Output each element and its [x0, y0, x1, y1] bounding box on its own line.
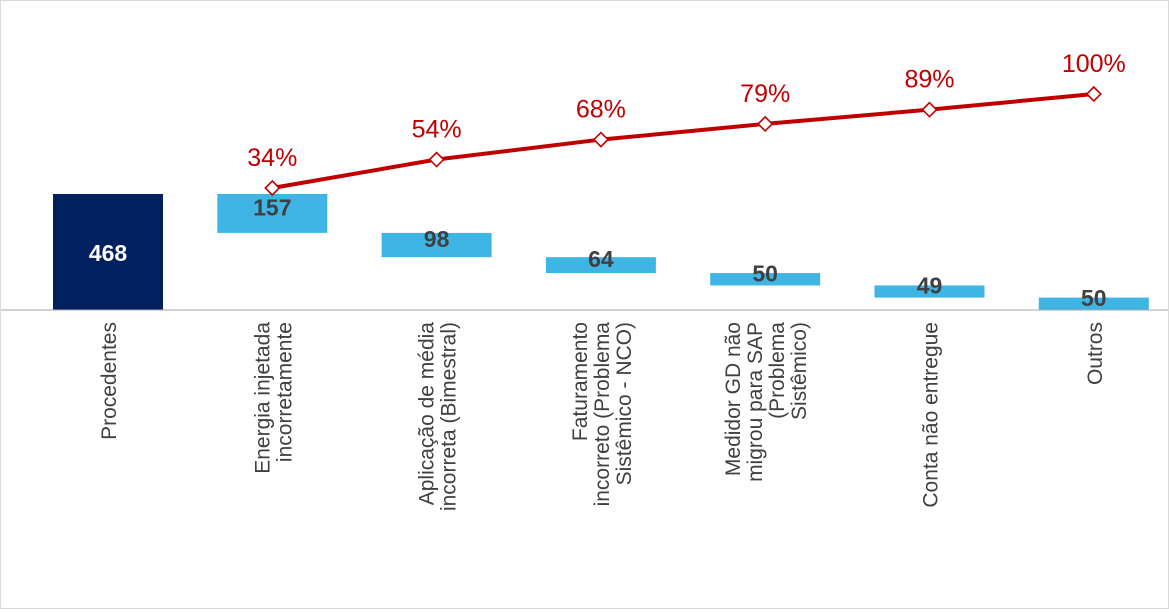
category-tick-label-line: Faturamento — [569, 322, 592, 441]
category-tick-label: Energia injetada incorretamente — [251, 322, 296, 474]
category-tick-label-line: incorreto (Problema — [591, 322, 614, 507]
cumulative-percent-label: 34% — [247, 144, 297, 172]
category-tick-label: Conta não entregue — [920, 322, 943, 508]
category-tick-label: Medidor GD não migrou para SAP (Problema Si… — [722, 322, 811, 482]
cumulative-percent-marker — [428, 151, 445, 168]
category-tick-label-line: Medidor GD não — [722, 322, 745, 476]
category-tick-label-line: incorreta (Bimestral) — [438, 322, 461, 511]
category-tick-label-line: Energia injetada — [251, 322, 274, 474]
category-tick-label: Aplicação de média incorreta (Bimestral) — [416, 322, 461, 511]
total-bar-label: 468 — [89, 240, 128, 266]
bar-value-label: 50 — [1081, 285, 1107, 311]
cumulative-percent-marker — [592, 131, 610, 148]
waterfall-bar — [874, 285, 985, 298]
cumulative-percent-label: 79% — [740, 80, 790, 108]
waterfall-bar — [1038, 297, 1149, 310]
category-tick-label: Faturamento incorreto (Problema Sistêmico … — [569, 322, 636, 507]
cumulative-percent-label: 100% — [1062, 50, 1126, 78]
category-tick-label-line: Sistêmico) — [788, 322, 811, 420]
cumulative-percent-marker — [1085, 85, 1102, 103]
category-tick-label-line: incorretamente — [273, 322, 296, 462]
category-tick-label-line: Procedentes — [98, 322, 121, 440]
cumulative-percent-line — [271, 92, 1094, 190]
cumulative-percent-label: 89% — [904, 66, 954, 94]
category-tick-label-line: Conta não entregue — [920, 322, 943, 508]
bar-value-label: 50 — [752, 260, 778, 286]
waterfall-bar — [545, 257, 656, 274]
total-bar — [53, 193, 163, 310]
bar-value-label: 49 — [917, 273, 943, 299]
waterfall-bar — [381, 232, 492, 258]
bar-value-label: 98 — [424, 226, 450, 252]
waterfall-bar — [217, 193, 328, 233]
waterfall-bar — [710, 273, 821, 286]
category-tick-label-line: (Problema — [766, 322, 789, 419]
category-tick-label-line: Sistêmico - NCO) — [613, 322, 636, 485]
category-tick-label: Outros — [1084, 322, 1107, 385]
category-tick-label-line: Aplicação de média — [416, 322, 439, 506]
cumulative-percent-label: 68% — [576, 96, 626, 124]
cumulative-percent-marker — [757, 115, 774, 133]
cumulative-percent-marker — [921, 101, 938, 118]
bar-value-label: 157 — [253, 194, 291, 220]
category-tick-label: Procedentes — [98, 322, 121, 440]
cumulative-percent-marker — [264, 179, 281, 197]
category-tick-label-line: Outros — [1084, 322, 1107, 385]
category-tick-label-line: migrou para SAP — [744, 322, 767, 482]
bar-value-label: 64 — [588, 246, 614, 272]
cumulative-percent-label: 54% — [412, 116, 462, 144]
